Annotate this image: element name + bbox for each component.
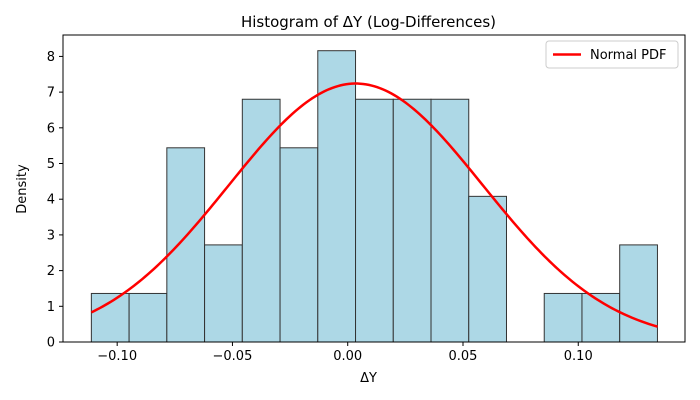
x-tick-label: −0.10 xyxy=(97,349,137,364)
y-tick-label: 6 xyxy=(47,121,55,136)
x-tick-label: 0.05 xyxy=(449,349,478,364)
x-tick-label: 0.00 xyxy=(333,349,362,364)
y-tick-label: 3 xyxy=(47,228,55,243)
histogram-bar xyxy=(279,147,319,343)
legend-box xyxy=(545,40,679,69)
y-tick-label: 0 xyxy=(47,336,55,351)
histogram-bars xyxy=(90,50,658,343)
histogram-bar xyxy=(241,98,281,343)
y-axis-label: Density xyxy=(15,164,30,214)
histogram-bar xyxy=(619,244,658,343)
x-axis-ticks: −0.10 −0.05 0.00 0.05 0.10 xyxy=(97,342,593,364)
y-tick-label: 8 xyxy=(47,50,55,65)
x-tick-label: −0.05 xyxy=(213,349,253,364)
plot-frame xyxy=(62,34,686,343)
y-tick-label: 5 xyxy=(47,157,55,172)
y-tick-label: 2 xyxy=(47,264,55,279)
histogram-bar xyxy=(166,147,206,343)
y-tick-label: 7 xyxy=(47,86,55,101)
histogram-bar xyxy=(204,244,243,343)
x-axis-label: ΔY xyxy=(360,371,377,386)
normal-pdf-line xyxy=(90,82,658,328)
chart-title: Histogram of ΔY (Log-Differences) xyxy=(241,13,496,31)
histogram-bar xyxy=(543,292,583,343)
y-tick-label: 1 xyxy=(47,300,55,315)
x-tick-label: 0.10 xyxy=(564,349,593,364)
legend: Normal PDF xyxy=(545,40,679,69)
histogram-bar xyxy=(468,195,507,343)
y-axis-ticks: 0 1 2 3 4 5 6 7 8 xyxy=(47,50,63,351)
histogram-bar xyxy=(128,292,168,343)
y-tick-label: 4 xyxy=(47,193,55,208)
histogram-bar xyxy=(355,98,394,343)
histogram-bar xyxy=(317,50,357,343)
histogram-bar xyxy=(392,98,432,343)
legend-label-normal-pdf: Normal PDF xyxy=(590,48,667,63)
histogram-bar xyxy=(430,98,470,343)
